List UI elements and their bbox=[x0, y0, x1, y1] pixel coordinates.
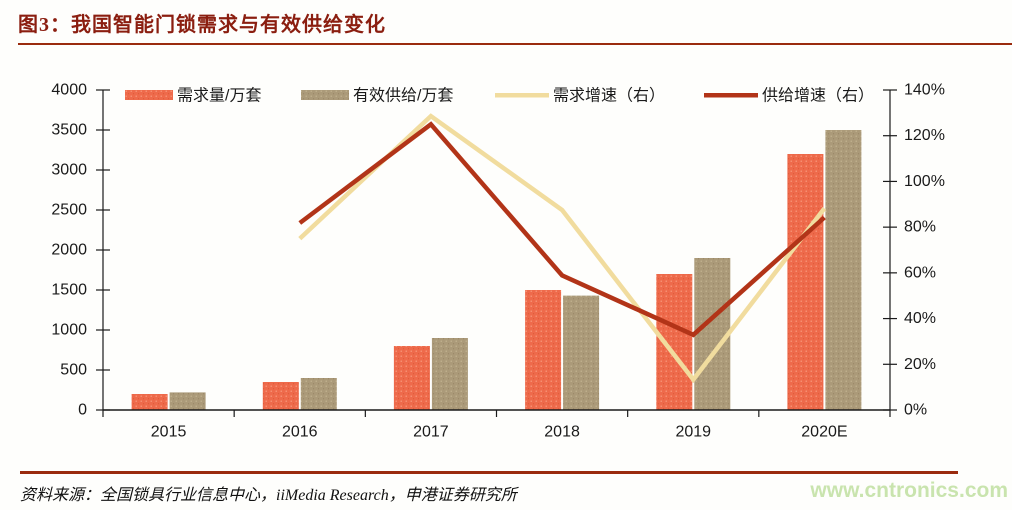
legend-label: 需求增速（右） bbox=[553, 87, 665, 105]
legend-swatch-line bbox=[495, 93, 549, 98]
x-axis-label-2015: 2015 bbox=[151, 424, 187, 441]
page-title: 图3：我国智能门锁需求与有效供给变化 bbox=[18, 14, 386, 36]
right-axis-label: 0% bbox=[904, 402, 927, 419]
left-axis-label: 1500 bbox=[51, 282, 87, 299]
bars-supply bbox=[169, 130, 862, 410]
title-underline bbox=[18, 43, 1012, 45]
bar-2018 bbox=[563, 295, 600, 410]
bar-2015 bbox=[131, 394, 168, 410]
axes: 0 500 1000 1500 2000 2500 3000 3500 4000 0% 20% 40%… bbox=[51, 82, 945, 441]
legend-item-4: 供给增速（右） bbox=[704, 87, 874, 105]
legend-swatch-bar bbox=[301, 90, 349, 100]
right-axis-label: 140% bbox=[904, 82, 945, 99]
bar-2020E bbox=[825, 130, 862, 410]
legend-swatch-bar bbox=[125, 90, 173, 100]
left-axis-label: 2500 bbox=[51, 202, 87, 219]
x-axis-label-2019: 2019 bbox=[675, 424, 711, 441]
watermark: www.cntronics.com bbox=[810, 479, 1008, 502]
right-axis-label: 100% bbox=[904, 173, 945, 190]
x-axis-label-2016: 2016 bbox=[282, 424, 318, 441]
bar-2019 bbox=[694, 258, 731, 410]
legend-label: 供给增速（右） bbox=[762, 87, 874, 105]
legend-swatch-line bbox=[704, 93, 758, 98]
bar-2016 bbox=[262, 382, 299, 410]
legend: 需求量/万套 有效供给/万套 需求增速（右） 供给增速（右） bbox=[125, 87, 874, 105]
bar-2017 bbox=[393, 346, 430, 410]
bar-2017 bbox=[431, 338, 468, 410]
line-demand-growth bbox=[298, 113, 827, 384]
left-axis-label: 2000 bbox=[51, 242, 87, 259]
right-axis-label: 60% bbox=[904, 264, 936, 281]
line-supply-growth bbox=[298, 121, 826, 338]
x-axis-label-2018: 2018 bbox=[544, 424, 580, 441]
x-axis-label-2020E: 2020E bbox=[801, 424, 847, 441]
bar-2016 bbox=[300, 378, 337, 410]
footer-rule bbox=[20, 471, 958, 474]
legend-label: 有效供给/万套 bbox=[353, 87, 453, 105]
legend-item-1: 需求量/万套 bbox=[125, 87, 261, 105]
bar-2018 bbox=[525, 290, 562, 410]
left-axis-label: 4000 bbox=[51, 82, 87, 99]
right-axis-label: 80% bbox=[904, 219, 936, 236]
left-axis-label: 1000 bbox=[51, 322, 87, 339]
right-axis-label: 20% bbox=[904, 356, 936, 373]
right-axis-label: 40% bbox=[904, 310, 936, 327]
left-axis-label: 3000 bbox=[51, 162, 87, 179]
legend-label: 需求量/万套 bbox=[177, 87, 261, 105]
bar-2020E bbox=[787, 154, 824, 410]
bar-2015 bbox=[169, 392, 206, 410]
legend-item-2: 有效供给/万套 bbox=[301, 87, 453, 105]
left-axis-label: 0 bbox=[78, 402, 87, 419]
left-axis-label: 3500 bbox=[51, 122, 87, 139]
x-axis-label-2017: 2017 bbox=[413, 424, 449, 441]
left-axis-label: 500 bbox=[60, 362, 87, 379]
right-axis-label: 120% bbox=[904, 127, 945, 144]
source-note: 资料来源：全国锁具行业信息中心，iiMedia Research，申港证券研究所 bbox=[20, 487, 517, 504]
legend-item-3: 需求增速（右） bbox=[495, 87, 665, 105]
bars-demand bbox=[131, 154, 824, 410]
